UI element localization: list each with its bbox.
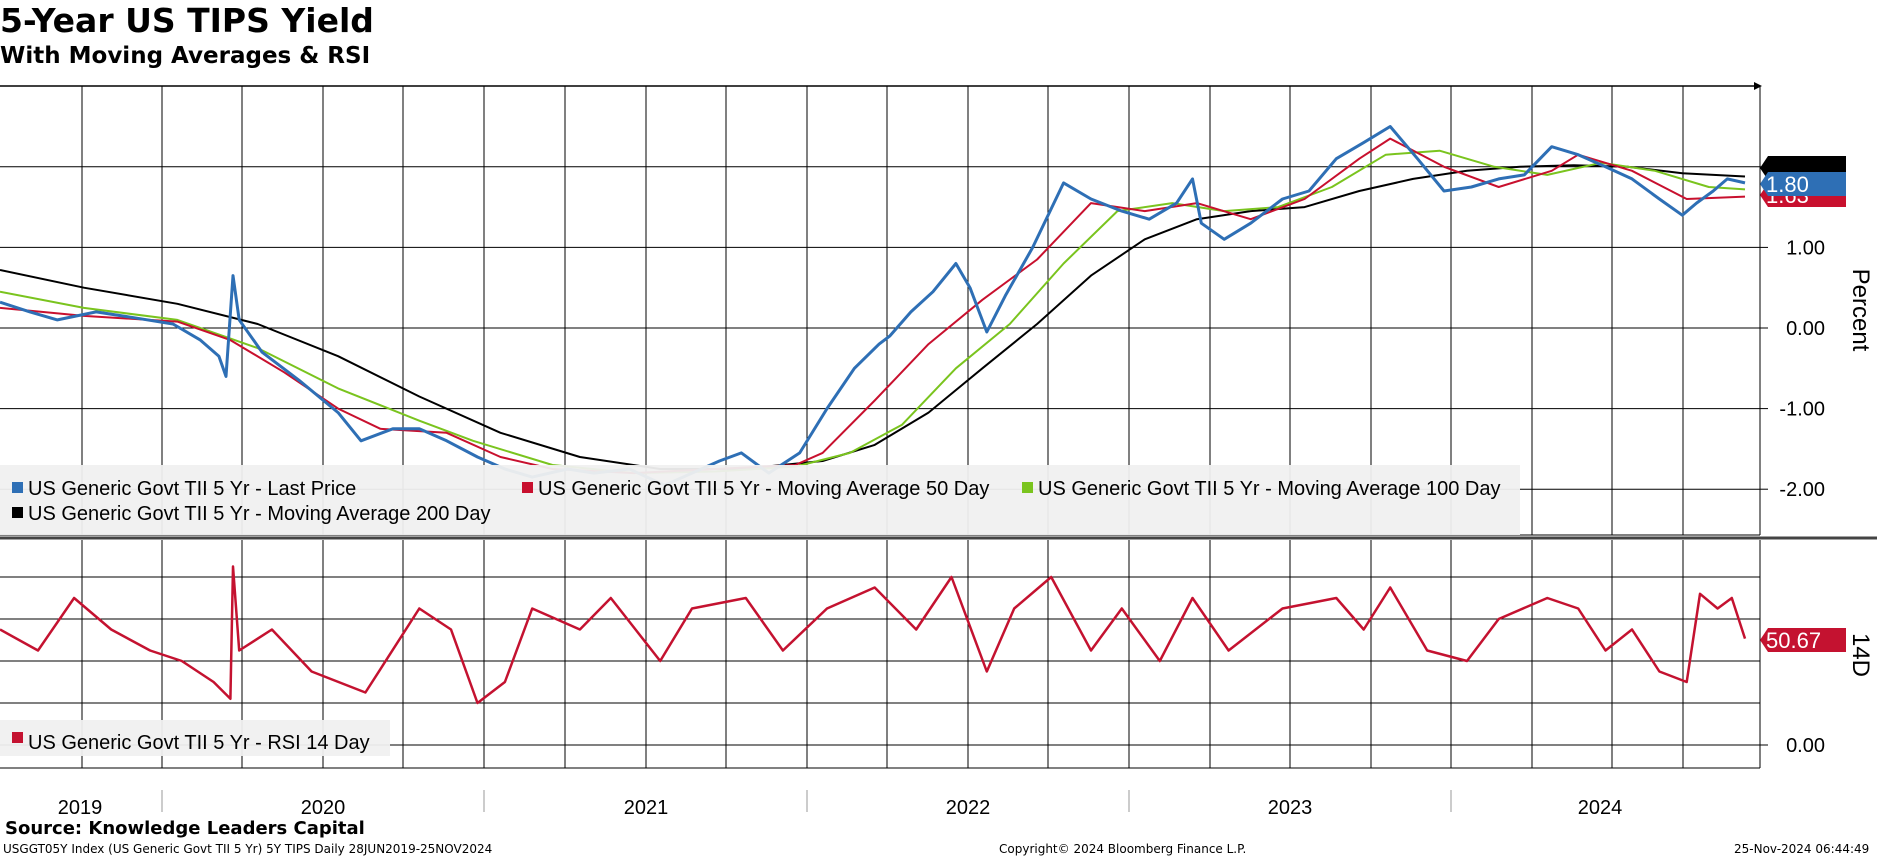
legends: US Generic Govt TII 5 Yr - Last Price US …: [0, 465, 1520, 756]
legend-label: US Generic Govt TII 5 Yr - Moving Averag…: [28, 503, 490, 525]
year-label: 2021: [624, 797, 669, 819]
rsi-tag: [1760, 628, 1846, 652]
footer-left: USGGT05Y Index (US Generic Govt TII 5 Yr…: [3, 842, 493, 856]
last-price-tag: [1760, 172, 1846, 196]
year-label: 2024: [1578, 797, 1623, 819]
legend-swatch: [522, 482, 533, 493]
x-axis-years: 2019 2020 2021 2022 2023 2024: [58, 790, 1623, 819]
last-price-tag-label: 1.80: [1766, 172, 1809, 197]
y-axis-title: Percent: [1847, 269, 1874, 352]
upper-grid: [0, 86, 1760, 535]
legend-swatch: [1022, 482, 1033, 493]
source-label: Source: Knowledge Leaders Capital: [5, 818, 365, 839]
y-tick-label: -1.00: [1779, 399, 1825, 421]
legend-swatch: [12, 482, 23, 493]
y-axis-title-rsi: 14D: [1847, 633, 1874, 677]
series-line: [0, 137, 1746, 475]
chart-title: 5-Year US TIPS Yield: [0, 1, 374, 40]
footer-right: 25-Nov-2024 06:44:49: [1734, 842, 1870, 856]
legend-label: US Generic Govt TII 5 Yr - Last Price: [28, 478, 356, 500]
legend-label: US Generic Govt TII 5 Yr - Moving Averag…: [538, 478, 989, 500]
y-tick-label: 0.00: [1786, 735, 1825, 757]
year-label: 2020: [301, 797, 346, 819]
lower-grid: [0, 534, 1760, 768]
series-line: [0, 125, 1746, 487]
legend-box-rsi: [0, 720, 390, 756]
legend-box: [0, 465, 1520, 535]
legend-label: US Generic Govt TII 5 Yr - RSI 14 Day: [28, 732, 370, 754]
series-line: [0, 149, 1746, 475]
legend-label: US Generic Govt TII 5 Yr - Moving Averag…: [1038, 478, 1500, 500]
rsi-tag-label: 50.67: [1766, 628, 1821, 653]
lower-series: [0, 565, 1747, 705]
axis-arrow: [1754, 82, 1762, 90]
legend-swatch: [12, 732, 23, 743]
chart-subtitle: With Moving Averages & RSI: [0, 43, 371, 69]
y-tick-label: 1.00: [1786, 237, 1825, 259]
footer-center: Copyright© 2024 Bloomberg Finance L.P.: [999, 842, 1247, 856]
series-line: [0, 565, 1747, 705]
y-tick-label: 0.00: [1786, 318, 1825, 340]
upper-series: [0, 125, 1746, 487]
year-label: 2023: [1268, 797, 1313, 819]
y-tick-label: -2.00: [1779, 479, 1825, 501]
year-label: 2022: [946, 797, 991, 819]
series-line: [0, 164, 1746, 470]
year-label: 2019: [58, 797, 103, 819]
legend-swatch: [12, 507, 23, 518]
